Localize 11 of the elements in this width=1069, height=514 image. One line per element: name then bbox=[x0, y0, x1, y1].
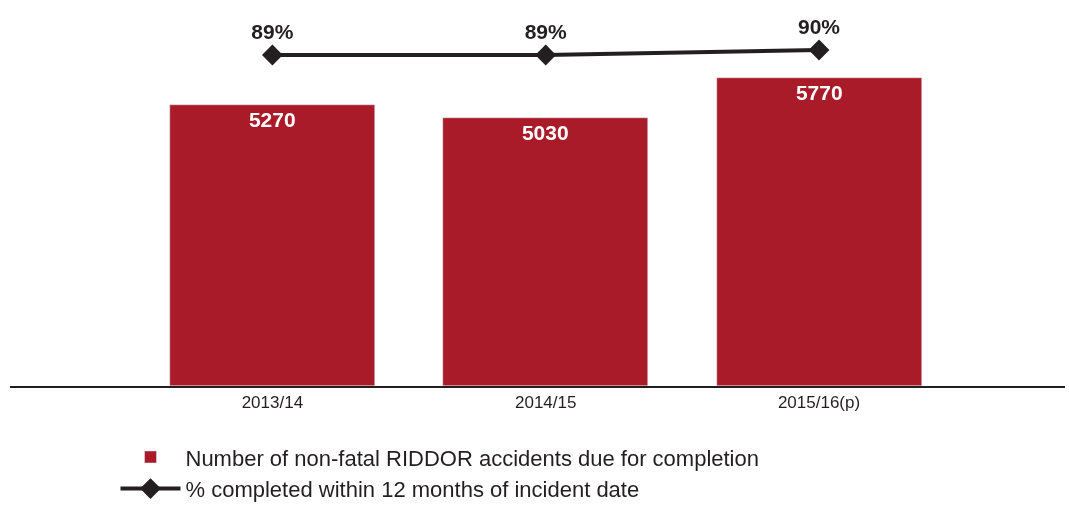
x-tick-label: 2014/15 bbox=[514, 393, 577, 413]
data-label: 89% bbox=[524, 19, 568, 43]
legend-label: % completed within 12 months of incident date bbox=[185, 477, 640, 503]
data-label: 5270 bbox=[248, 107, 296, 131]
data-label: 5030 bbox=[521, 120, 569, 144]
x-tick-label: 2013/14 bbox=[241, 393, 304, 413]
x-tick-label: 2015/16(p) bbox=[777, 393, 861, 413]
data-label: 90% bbox=[798, 14, 841, 38]
legend-label: Number of non-fatal RIDDOR accidents due for completion bbox=[185, 445, 759, 471]
data-label: 89% bbox=[251, 19, 294, 43]
data-label: 5770 bbox=[795, 80, 843, 104]
